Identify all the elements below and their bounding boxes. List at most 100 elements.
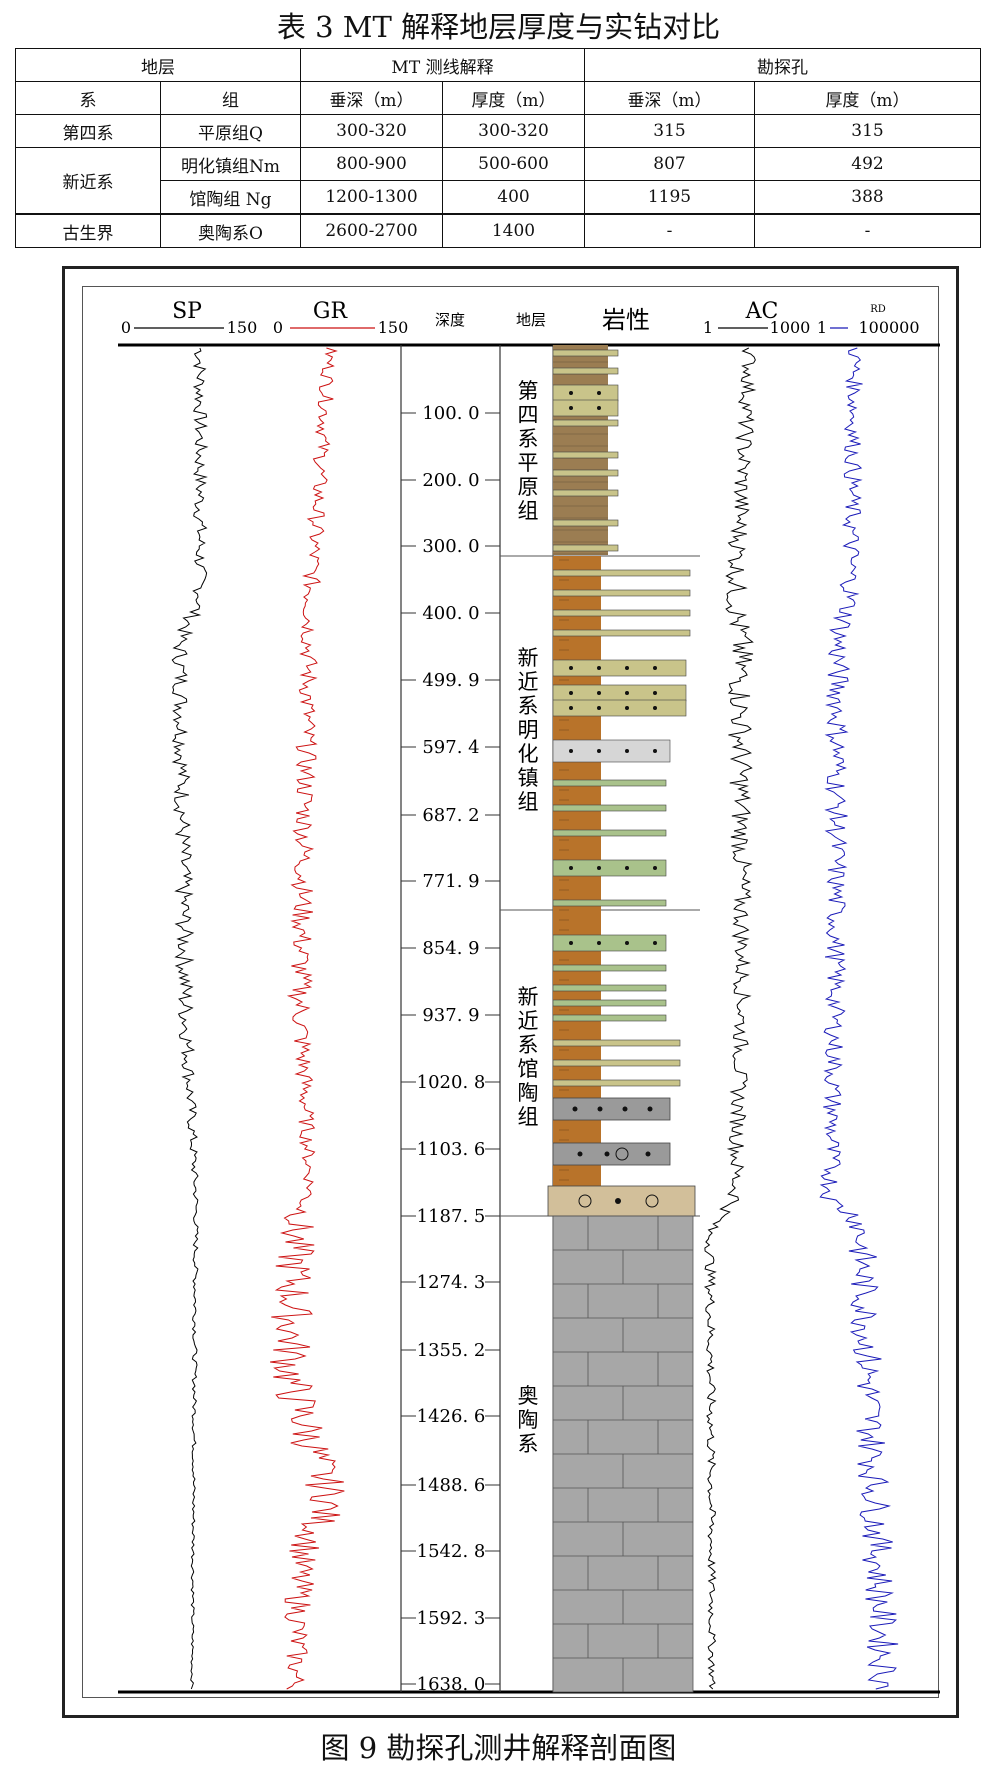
lith-sand-band: [552, 367, 619, 375]
sp-track-name: SP: [172, 299, 202, 324]
lith-sand-band: [552, 859, 667, 877]
strata-label-char: 明: [518, 718, 539, 742]
lith-grain-dot: [597, 691, 601, 695]
lith-grain-dot: [597, 1106, 603, 1112]
strata-label-ordovician: 奥陶系: [518, 1384, 539, 1456]
lith-sand-band: [552, 349, 619, 357]
strata-label-char: 陶: [518, 1081, 539, 1105]
lith-sand-band: [552, 489, 619, 497]
figure-caption: 图 9 勘探孔测井解释剖面图: [320, 1731, 677, 1765]
strata-track-name: 地层: [516, 311, 546, 329]
cell-hole-depth: 807: [584, 147, 755, 181]
sp-scale-max: 150: [227, 318, 258, 337]
depth-tick-label: 1426. 6: [417, 1406, 486, 1427]
lith-sand-band: [552, 629, 691, 637]
comparison-table: 地层 MT 测线解释 勘探孔 系 组 垂深（m） 厚度（m） 垂深（m） 厚度（…: [15, 48, 981, 248]
lith-gravel-band: [552, 1097, 671, 1121]
depth-tick-label: 1187. 5: [417, 1206, 486, 1227]
lith-grain-dot: [577, 1151, 583, 1157]
subheader-mt-thick: 厚度（m）: [442, 81, 585, 115]
cell-group: 奥陶系O: [160, 213, 301, 248]
depth-tick-label: 597. 4: [422, 737, 479, 758]
table-row: 古生界 奥陶系O 2600-2700 1400 - -: [15, 213, 981, 248]
lith-sand-band: [552, 1014, 667, 1022]
lith-grain-dot: [653, 691, 657, 695]
lith-grain-dot: [569, 749, 573, 753]
lith-grain-dot: [653, 666, 657, 670]
lith-grain-dot: [597, 706, 601, 710]
cell-system: 古生界: [15, 213, 161, 248]
depth-tick-label: 400. 0: [422, 603, 479, 624]
cell-system: 第四系: [15, 114, 161, 148]
strata-label-char: 组: [518, 790, 539, 814]
lith-grain-dot: [653, 749, 657, 753]
lith-sand-band: [552, 964, 667, 972]
lith-grain-dot: [645, 1151, 651, 1157]
sp-scale-min: 0: [121, 318, 131, 337]
lith-sand-band: [552, 1039, 681, 1047]
lith-grain-dot: [604, 1151, 610, 1157]
ac-scale-max: 1000: [770, 318, 811, 337]
lith-grain-dot: [597, 866, 601, 870]
lith-grain-dot: [653, 941, 657, 945]
strata-label-char: 第: [518, 379, 539, 403]
lith-sand-band: [552, 829, 667, 837]
lith-grain-dot: [569, 941, 573, 945]
depth-tick-label: 1638. 0: [417, 1674, 486, 1695]
lith-grain-dot: [597, 941, 601, 945]
lith-grain-dot: [625, 666, 629, 670]
lith-sand-band: [552, 419, 619, 427]
lith-sand-band: [552, 451, 619, 459]
lith-grain-dot: [597, 391, 601, 395]
depth-tick-label: 100. 0: [422, 403, 479, 424]
strata-label-char: 奥: [518, 1384, 539, 1408]
lith-grain-dot: [653, 866, 657, 870]
lith-sand-band: [552, 589, 691, 597]
lith-grain-dot: [569, 391, 573, 395]
lith-pebble: [578, 1194, 592, 1208]
strata-label-char: 平: [518, 451, 539, 475]
lith-sand-band: [552, 899, 667, 907]
table-row: 第四系 平原组Q 300-320 300-320 315 315: [15, 114, 981, 148]
lith-grain-dot: [625, 706, 629, 710]
depth-tick-label: 687. 2: [422, 805, 479, 826]
lith-grain-dot: [653, 706, 657, 710]
lith-grain-dot: [569, 706, 573, 710]
lithology-track-name: 岩性: [602, 306, 650, 334]
lith-sand-band: [552, 804, 667, 812]
lith-sand-band: [552, 934, 667, 952]
lith-grain-dot: [625, 691, 629, 695]
lith-grain-dot: [625, 941, 629, 945]
depth-tick-label: 1103. 6: [417, 1139, 486, 1160]
cell-group: 平原组Q: [160, 114, 301, 148]
rd-curve: [819, 347, 899, 1690]
gr-curve: [270, 347, 345, 1690]
depth-tick-label: 771. 9: [422, 871, 479, 892]
lith-grain-dot: [625, 866, 629, 870]
strata-label-char: 系: [518, 427, 539, 451]
ac-track-name: AC: [745, 299, 779, 324]
cell-mt-depth: 2600-2700: [300, 213, 443, 248]
lith-grain-dot: [597, 406, 601, 410]
strata-label-char: 镇: [518, 766, 539, 790]
strata-label-char: 近: [518, 1009, 539, 1033]
depth-tick-label: 1020. 8: [417, 1072, 486, 1093]
lith-sand-band: [552, 739, 671, 763]
strata-label-char: 陶: [518, 1408, 539, 1432]
strata-label-char: 原: [518, 475, 539, 499]
cell-mt-depth: 800-900: [300, 147, 443, 181]
lith-grain-dot: [569, 691, 573, 695]
lith-sand-band: [552, 544, 619, 552]
strata-label-char: 近: [518, 670, 539, 694]
lith-conglomerate-band: [547, 1185, 696, 1217]
strata-label-char: 组: [518, 1105, 539, 1129]
strata-label-char: 四: [518, 403, 539, 427]
depth-tick-label: 937. 9: [422, 1005, 479, 1026]
cell-mt-depth: 1200-1300: [300, 180, 443, 215]
strata-label-char: 馆: [518, 1057, 539, 1081]
header-mt: MT 测线解释: [300, 48, 585, 82]
